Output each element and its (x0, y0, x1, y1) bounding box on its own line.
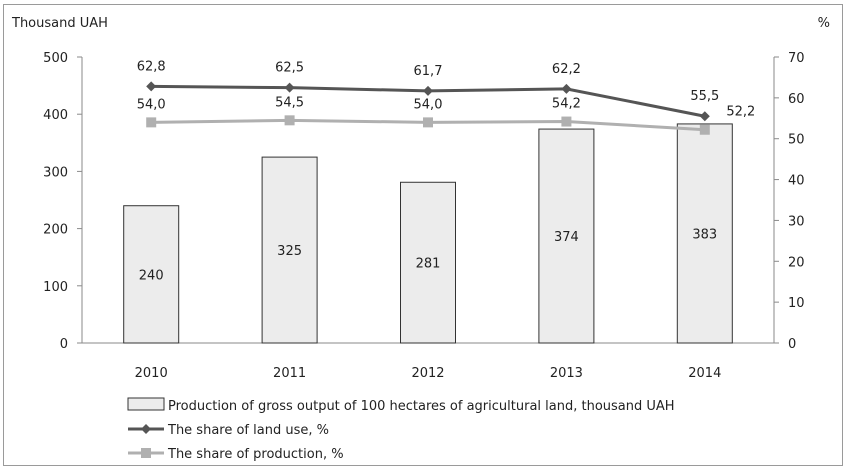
left-tick-label: 200 (43, 223, 68, 238)
bar-series: 240 325 281 374 383 (123, 123, 733, 344)
left-tick-label: 0 (60, 337, 68, 352)
x-tick-label: 2013 (550, 366, 583, 381)
legend-label: Production of gross output of 100 hectar… (168, 399, 675, 414)
bar-data-label: 374 (554, 230, 579, 245)
line-data-label: 52,2 (726, 105, 755, 120)
x-axis-ticks: 2010 2011 2012 2013 2014 (135, 366, 722, 381)
right-axis-title: % (818, 16, 830, 31)
right-tick-label: 30 (788, 214, 805, 229)
legend-swatch-marker (141, 424, 151, 434)
line-data-label: 54,2 (552, 97, 581, 112)
line-data-label: 62,5 (275, 61, 304, 76)
bar (538, 128, 595, 344)
line-data-label: 61,7 (414, 64, 443, 79)
bar (123, 205, 180, 344)
bar-data-label: 281 (416, 257, 441, 272)
series-point (146, 81, 157, 92)
line-series: 62,8 62,5 61,7 62,2 55,5 54,0 54,5 54,0 54,2 52,2 (137, 59, 755, 135)
series-point (699, 111, 710, 122)
bar-data-label: 240 (139, 268, 164, 283)
line-data-label: 54,0 (137, 97, 166, 112)
bar-data-label: 383 (692, 227, 717, 242)
series-point (561, 83, 572, 94)
x-tick-label: 2011 (273, 366, 306, 381)
x-tick-label: 2012 (411, 366, 444, 381)
bar (261, 156, 318, 344)
series-point (146, 117, 157, 128)
right-tick-label: 70 (788, 51, 805, 66)
left-axis-title: Thousand UAH (11, 16, 108, 31)
right-tick-label: 0 (788, 337, 796, 352)
legend: Production of gross output of 100 hectar… (127, 397, 675, 462)
right-tick-label: 40 (788, 174, 805, 189)
series-point (284, 82, 295, 93)
series-point (284, 115, 295, 126)
line-data-label: 54,5 (275, 95, 304, 110)
left-tick-label: 100 (43, 280, 68, 295)
series-point (699, 124, 710, 135)
line-data-label: 62,8 (137, 59, 166, 74)
series-point (423, 117, 433, 128)
left-axis-ticks: 0 100 200 300 400 500 (43, 51, 82, 352)
series-point (423, 85, 433, 96)
combo-chart: Thousand UAH % 0 100 200 300 400 500 0 10 20 30 4… (11, 16, 830, 462)
bar (400, 181, 456, 344)
legend-label: The share of production, % (167, 447, 344, 462)
line-data-label: 62,2 (552, 62, 581, 77)
legend-swatch-bar (127, 397, 165, 411)
right-tick-label: 50 (788, 133, 805, 148)
bar (676, 123, 733, 344)
left-tick-label: 300 (43, 165, 68, 180)
left-tick-label: 500 (43, 51, 68, 66)
right-tick-label: 20 (788, 255, 805, 270)
right-axis-ticks: 0 10 20 30 40 50 60 70 (774, 51, 805, 352)
line-data-label: 55,5 (690, 89, 719, 104)
x-tick-label: 2014 (688, 366, 721, 381)
right-tick-label: 10 (788, 296, 805, 311)
legend-label: The share of land use, % (167, 423, 329, 438)
chart-frame: Thousand UAH % 0 100 200 300 400 500 0 10 20 30 4… (3, 4, 843, 466)
left-tick-label: 400 (43, 108, 68, 123)
legend-swatch-marker (141, 448, 151, 458)
bar-data-label: 325 (277, 244, 302, 259)
series-point (561, 116, 572, 127)
x-tick-label: 2010 (135, 366, 168, 381)
line-data-label: 54,0 (414, 97, 443, 112)
right-tick-label: 60 (788, 92, 805, 107)
